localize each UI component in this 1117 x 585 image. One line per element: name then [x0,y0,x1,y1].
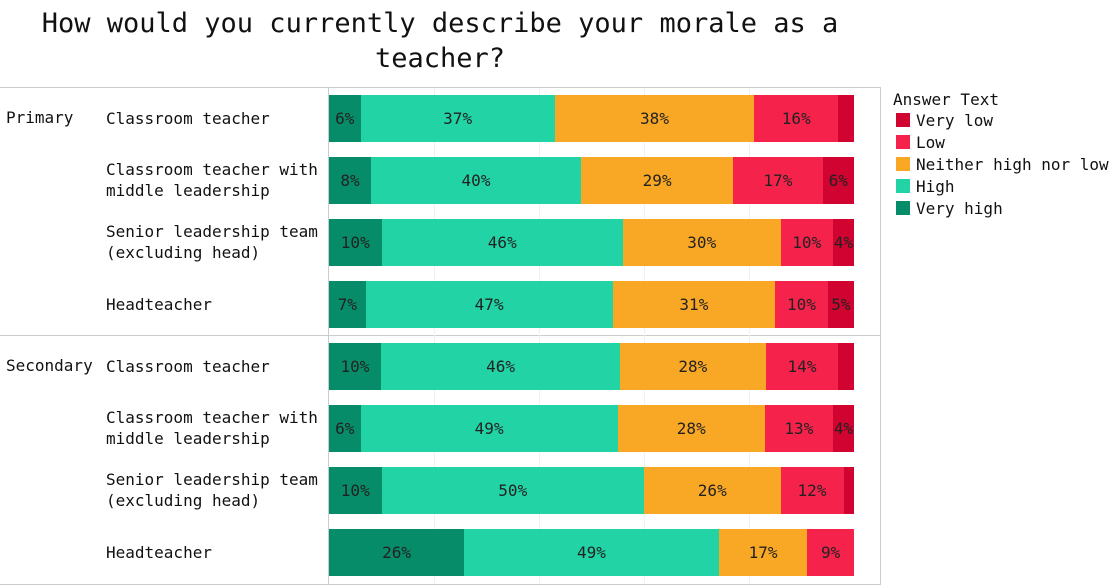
bar-segment-very-high: 10% [329,343,381,390]
bar-segment-neither-high-nor-low: 30% [623,219,781,266]
bar-segment-low: 17% [733,157,823,204]
plot-axis-line [328,87,329,584]
legend-swatch [896,157,910,171]
bar-segment-very-low: 4% [833,405,854,452]
gridline [434,88,435,583]
legend-item: Low [893,131,1109,153]
bar-segment-low: 16% [754,95,839,142]
bar-segment-low: 13% [764,405,833,452]
row-label: Classroom teacher with middle leadership [106,408,318,448]
row-label: Headteacher [106,543,212,562]
legend-item: Neither high nor low [893,153,1109,175]
legend-label: Low [916,132,945,152]
bar-segment-neither-high-nor-low: 29% [581,157,734,204]
group-label-primary: Primary [6,108,74,127]
bar-segment-low: 12% [780,467,844,514]
gridline [539,88,540,583]
bar-segment-low: 10% [780,219,833,266]
legend: Answer Text Very low Low Neither high nor … [893,90,1109,219]
bar-segment-neither-high-nor-low: 28% [617,405,765,452]
bar-segment-very-high: 6% [329,405,361,452]
bar-segment-very-high: 6% [329,95,361,142]
legend-label: High [916,176,955,196]
bar-segment-high: 49% [464,529,719,576]
legend-swatch [896,113,910,127]
bar-segment-very-high: 7% [329,281,366,328]
bar-segment-high: 37% [360,95,555,142]
bar-segment-low: 14% [765,343,839,390]
bar-segment-neither-high-nor-low: 17% [718,529,808,576]
group-label-secondary: Secondary [6,356,93,375]
bar-segment-very-low: 4% [833,219,854,266]
legend-swatch [896,179,910,193]
bar-segment-neither-high-nor-low: 26% [644,467,781,514]
bar-segment-neither-high-nor-low: 28% [620,343,766,390]
group-divider [0,335,880,336]
bar-segment-very-high: 10% [329,467,382,514]
bar-segment-very-low: 5% [827,281,854,328]
bar-segment-low: 10% [775,281,828,328]
bar-segment-very-low: 6% [822,157,854,204]
bar-segment-low: 9% [807,529,854,576]
bar-segment-high: 47% [365,281,613,328]
legend-item: Very low [893,109,1109,131]
legend-swatch [896,135,910,149]
bar-segment-high: 50% [381,467,644,514]
bar-segment-high: 46% [381,219,623,266]
bar-segment-neither-high-nor-low: 38% [554,95,755,142]
bar-segment-high: 46% [380,343,621,390]
row-label: Senior leadership team (excluding head) [106,222,318,262]
legend-label: Neither high nor low [916,154,1109,174]
legend-title: Answer Text [893,90,999,109]
bar-segment-very-high: 26% [329,529,465,576]
row-label: Senior leadership team (excluding head) [106,470,318,510]
bar-segment-very-low [838,343,854,390]
bar-segment-neither-high-nor-low: 31% [612,281,776,328]
bar-segment-high: 40% [371,157,581,204]
legend-item: High [893,175,1109,197]
legend-swatch [896,201,910,215]
gridline [749,88,750,583]
bar-segment-very-low [838,95,854,142]
row-label: Headteacher [106,295,212,314]
bar-segment-very-high: 10% [329,219,382,266]
row-label: Classroom teacher with middle leadership [106,160,318,200]
chart-title: How would you currently describe your mo… [41,8,839,74]
legend-label: Very low [916,110,994,130]
row-label: Classroom teacher [106,109,270,128]
gridline [644,88,645,583]
bar-segment-very-low [843,467,854,514]
bar-segment-very-high: 8% [329,157,371,204]
legend-label: Very high [916,198,1003,218]
bar-segment-high: 49% [360,405,618,452]
row-label: Classroom teacher [106,357,270,376]
legend-item: Very high [893,197,1109,219]
